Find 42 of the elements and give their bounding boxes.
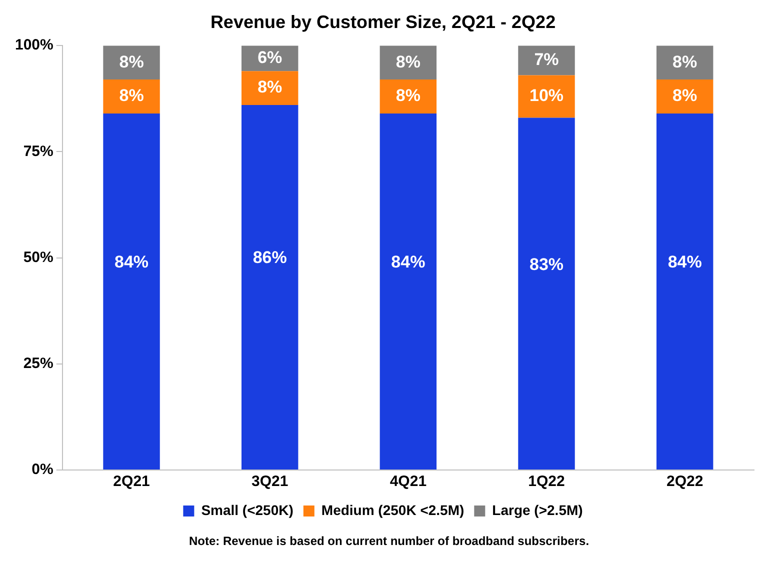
- legend-label: Medium (250K <2.5M): [321, 502, 464, 518]
- x-tick-label: 2Q21: [113, 473, 150, 490]
- data-label: 8%: [396, 52, 420, 72]
- data-label: 84%: [391, 252, 426, 272]
- text: Note: Revenue is based on current number of broadband subscribers.: [188, 534, 590, 548]
- data-label: 8%: [396, 86, 420, 106]
- data-label: 8%: [258, 78, 282, 97]
- chart-title: Revenue by Customer Size, 2Q21 - 2Q22: [210, 12, 556, 32]
- x-tick-label: 3Q21: [252, 473, 288, 490]
- data-label: 86%: [252, 248, 287, 267]
- bar: [242, 105, 298, 470]
- y-tick-label: 50%: [23, 248, 54, 266]
- y-tick-label: 75%: [23, 142, 54, 160]
- bar: [518, 75, 575, 118]
- legend-label: Large (>2.5M): [492, 502, 583, 518]
- y-tick-label: 25%: [23, 355, 54, 372]
- data-label: 84%: [114, 252, 149, 272]
- bar: [656, 114, 714, 470]
- data-label: 6%: [258, 48, 282, 68]
- data-label: 7%: [534, 50, 559, 70]
- x-tick-label: 2Q22: [666, 473, 704, 490]
- y-tick-label: 100%: [14, 36, 54, 54]
- data-label: 83%: [529, 255, 564, 274]
- bar: [103, 114, 160, 470]
- bar: [380, 80, 437, 114]
- legend-label: Small (<250K): [201, 502, 294, 518]
- x-tick-label: 4Q21: [390, 473, 427, 490]
- x-tick-label: 1Q22: [528, 473, 565, 490]
- data-label: 8%: [119, 52, 144, 72]
- bar: [103, 46, 160, 80]
- bar: [380, 114, 437, 470]
- bar: [103, 80, 160, 114]
- bar: [242, 71, 298, 106]
- data-label: 84%: [668, 252, 702, 272]
- data-label: 10%: [529, 86, 564, 106]
- data-label: 8%: [119, 86, 144, 106]
- bar: [518, 118, 575, 470]
- bar: [518, 46, 575, 76]
- data-label: 8%: [672, 86, 698, 106]
- bar: [656, 80, 714, 114]
- data-label: 8%: [672, 52, 698, 72]
- y-tick-label: 0%: [32, 461, 54, 478]
